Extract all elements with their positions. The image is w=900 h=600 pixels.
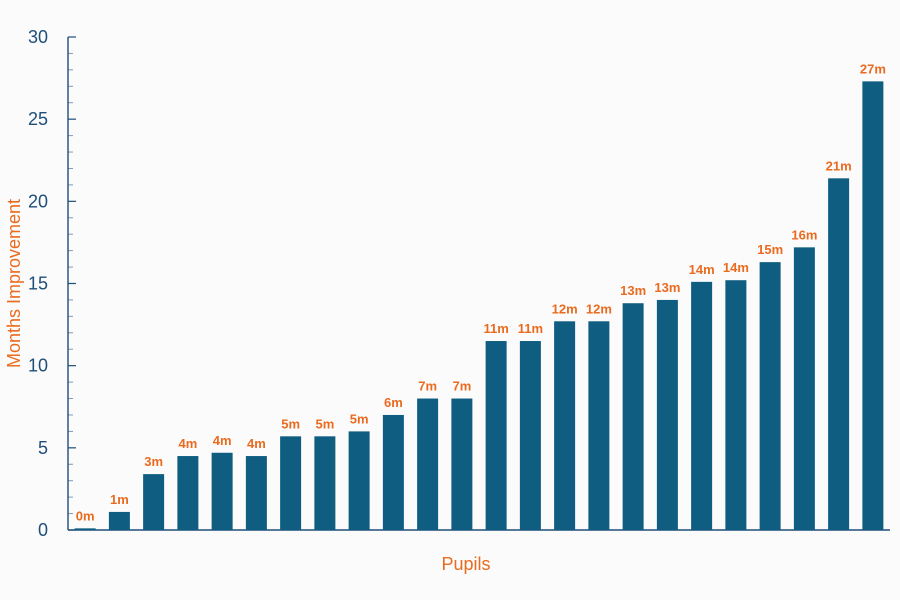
x-axis-title: Pupils <box>441 554 490 574</box>
bar <box>74 528 96 530</box>
bar <box>143 474 165 530</box>
bar <box>382 414 404 530</box>
data-label: 4m <box>247 436 266 451</box>
bar <box>725 280 747 530</box>
bar <box>519 341 541 530</box>
data-label: 11m <box>483 321 508 336</box>
data-label: 5m <box>350 411 369 426</box>
data-label: 16m <box>791 227 817 242</box>
bar <box>451 398 473 530</box>
y-tick-label: 0 <box>38 520 48 540</box>
data-label: 7m <box>452 379 471 394</box>
data-label: 4m <box>213 433 232 448</box>
data-label: 11m <box>518 321 543 336</box>
data-label: 7m <box>418 379 437 394</box>
data-label: 12m <box>586 301 612 316</box>
data-label: 13m <box>620 283 646 298</box>
y-tick-label: 5 <box>38 438 48 458</box>
bar <box>554 321 576 530</box>
data-label: 13m <box>654 280 680 295</box>
data-label: 5m <box>281 416 300 431</box>
data-label: 1m <box>110 492 129 507</box>
bar <box>485 341 507 530</box>
bar <box>314 436 336 530</box>
bar <box>622 303 644 530</box>
bar <box>108 511 130 530</box>
data-label: 12m <box>552 301 578 316</box>
data-label: 15m <box>757 242 783 257</box>
y-tick-label: 15 <box>28 274 48 294</box>
bar <box>656 299 678 530</box>
bar <box>348 431 370 530</box>
bar <box>691 281 713 530</box>
data-label: 27m <box>860 61 886 76</box>
bar <box>211 452 233 530</box>
bar <box>177 456 199 530</box>
bar <box>245 456 267 530</box>
y-axis-title: Months Improvement <box>4 199 24 368</box>
bar <box>793 247 815 530</box>
data-label: 14m <box>723 260 749 275</box>
bar <box>417 398 439 530</box>
data-label: 0m <box>76 508 95 523</box>
data-label: 14m <box>689 262 715 277</box>
y-tick-label: 10 <box>28 356 48 376</box>
bar <box>862 81 884 531</box>
bar <box>588 321 610 530</box>
data-label: 5m <box>315 416 334 431</box>
data-label: 6m <box>384 395 403 410</box>
y-tick-label: 25 <box>28 109 48 129</box>
y-tick-label: 20 <box>28 191 48 211</box>
data-label: 21m <box>826 158 852 173</box>
bar <box>759 262 781 530</box>
bar <box>280 436 302 530</box>
y-axis: 0 5 10 15 20 25 30 <box>28 27 76 540</box>
bars <box>74 81 884 531</box>
y-tick-label: 30 <box>28 27 48 47</box>
bar <box>828 178 850 530</box>
data-label: 4m <box>178 436 197 451</box>
data-labels: 0m 1m 3m 4m 4m 4m 5m 5m 5m 6m 7m 7m 11m 11m 12m 12m 13m 1… <box>76 61 886 523</box>
data-label: 3m <box>144 454 163 469</box>
